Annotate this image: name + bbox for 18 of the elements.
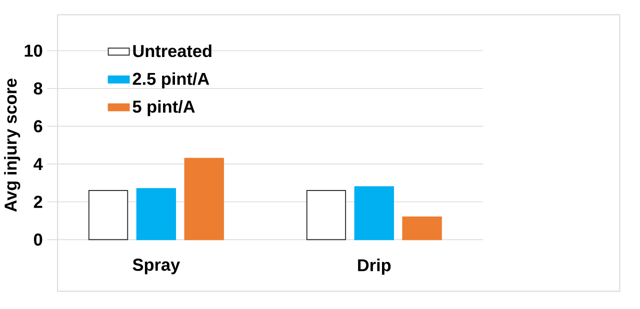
- x-tick-label: Spray: [132, 258, 180, 274]
- bar: [354, 186, 394, 240]
- y-tick-label: 10: [24, 44, 42, 57]
- legend-label: 2.5 pint/A: [132, 72, 210, 89]
- bar: [88, 190, 128, 240]
- x-tick-label: Drip: [358, 258, 391, 275]
- legend-label: Untreated: [133, 44, 212, 58]
- bar: [402, 216, 442, 240]
- y-tick-label: 0: [34, 234, 42, 246]
- y-axis-title: Avg injury score: [4, 78, 20, 212]
- legend-label: 5 pint/A: [132, 100, 195, 116]
- y-tick-label: 2: [34, 196, 42, 208]
- bar: [136, 188, 176, 240]
- y-tick-label: 4: [34, 158, 43, 170]
- y-tick-label: 6: [34, 120, 42, 132]
- y-tick-label: 8: [34, 82, 42, 95]
- bar: [184, 158, 224, 240]
- bar: [306, 190, 346, 240]
